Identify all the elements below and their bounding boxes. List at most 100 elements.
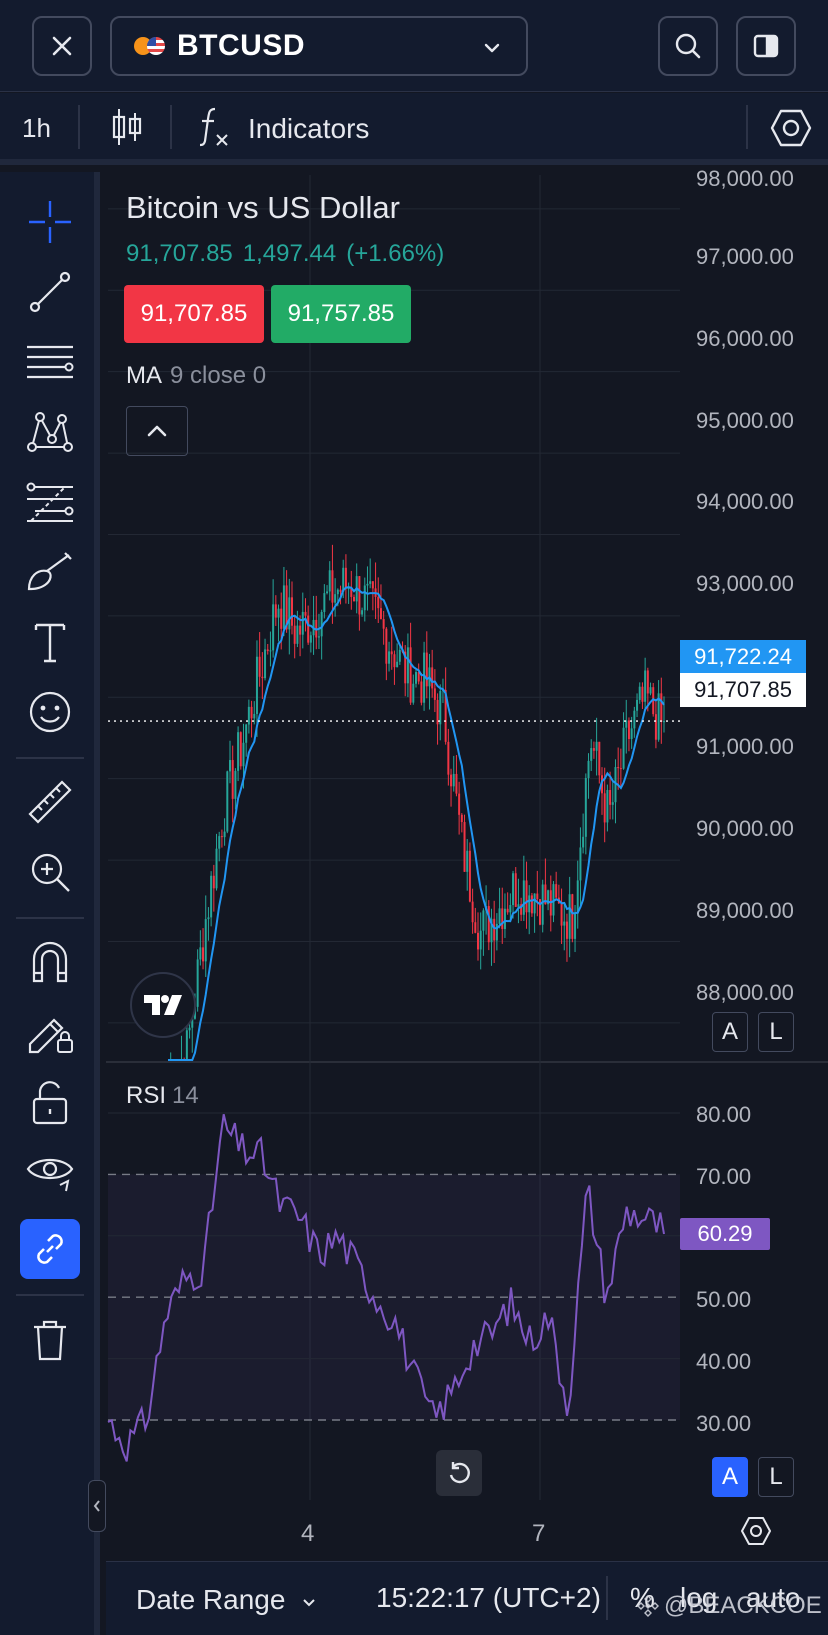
candle-body xyxy=(196,959,199,1007)
pattern-tool[interactable] xyxy=(20,402,80,462)
fib-retracement-tool[interactable] xyxy=(20,472,80,532)
candle-body xyxy=(245,724,248,743)
function-icon xyxy=(199,107,228,147)
price-axis-label: 94,000.00 xyxy=(696,489,794,514)
rsi-axis-label: 50.00 xyxy=(696,1287,752,1312)
candle-body xyxy=(522,880,525,915)
tradingview-logo[interactable] xyxy=(130,972,196,1038)
trend-line-tool[interactable] xyxy=(20,262,80,322)
candle-body xyxy=(436,699,439,725)
date-range-button[interactable]: Date Range xyxy=(136,1584,317,1616)
candle-body xyxy=(388,651,391,664)
candle-body xyxy=(363,585,366,611)
candle-body xyxy=(463,822,466,872)
candle-body xyxy=(377,596,380,609)
visibility-tool[interactable] xyxy=(20,1142,80,1202)
indicators-label[interactable]: Indicators xyxy=(248,113,370,144)
candle-body xyxy=(657,693,660,740)
log-scale-button[interactable]: log xyxy=(680,1582,718,1613)
chart-title: Bitcoin vs US Dollar xyxy=(126,190,400,225)
rsi-auto-scale-button[interactable]: A xyxy=(712,1457,748,1497)
layout-button[interactable] xyxy=(736,16,796,76)
candle-body xyxy=(353,596,355,602)
sync-drawings-tool[interactable] xyxy=(20,1219,80,1279)
current-time[interactable]: 15:22:17 (UTC+2) xyxy=(376,1582,601,1613)
candle-body xyxy=(299,625,302,635)
rsi-log-scale-button[interactable]: L xyxy=(758,1457,794,1497)
candle-body xyxy=(285,585,288,630)
candle-body xyxy=(506,908,509,913)
candle-body xyxy=(342,567,345,592)
candle-body xyxy=(185,1030,188,1060)
measure-tool[interactable] xyxy=(20,772,80,832)
emoji-tool[interactable] xyxy=(20,682,80,742)
change-value: 1,497.44 xyxy=(242,240,337,267)
collapse-toolbar-button[interactable] xyxy=(88,1480,106,1532)
candle-body xyxy=(242,742,245,767)
last-price: 91,707.85 xyxy=(126,240,233,267)
settings-hexagon-icon xyxy=(741,1517,771,1545)
lock-all-tool[interactable] xyxy=(20,1072,80,1132)
brush-tool[interactable] xyxy=(20,542,80,602)
candle-body xyxy=(450,774,453,787)
candle-body xyxy=(630,728,633,740)
candle-body xyxy=(592,748,595,751)
candle-body xyxy=(541,884,544,925)
sell-button[interactable]: 91,707.85 xyxy=(124,285,264,343)
ruler-icon xyxy=(28,780,72,824)
parallel-lines-tool[interactable] xyxy=(20,332,80,392)
watermark: @BEACKCOE xyxy=(636,1592,822,1620)
ma-indicator-legend[interactable]: MA 9 close 0 xyxy=(126,362,266,390)
candle-body xyxy=(490,918,493,943)
candle-body xyxy=(220,836,223,838)
candle-body xyxy=(458,793,461,815)
candle-body xyxy=(304,611,307,616)
time-axis-label: 7 xyxy=(532,1520,546,1547)
candle-body xyxy=(571,894,574,939)
candle-body xyxy=(202,947,205,962)
toolbar-divider xyxy=(170,105,172,149)
candle-body xyxy=(301,611,304,635)
candle-body xyxy=(247,706,250,725)
reset-chart-button[interactable] xyxy=(436,1450,482,1496)
binance-logo-icon xyxy=(637,1595,659,1617)
collapse-legend-button[interactable] xyxy=(126,406,188,456)
candle-body xyxy=(218,836,221,849)
watermark-text: @BEACKCOE xyxy=(664,1592,822,1619)
candle-body xyxy=(460,814,463,823)
rsi-axis-label: 70.00 xyxy=(696,1164,752,1189)
price-auto-scale-button[interactable]: A xyxy=(712,1012,748,1052)
timeframe-button[interactable]: 1h xyxy=(22,113,51,143)
text-tool[interactable] xyxy=(20,612,80,672)
time-axis-settings-button[interactable] xyxy=(740,1516,772,1551)
auto-scale-button[interactable]: auto xyxy=(746,1582,801,1613)
candle-body xyxy=(468,850,471,902)
indicators-button[interactable] xyxy=(198,105,232,154)
candle-body xyxy=(444,689,447,742)
candle-body xyxy=(641,686,644,702)
zoom-tool[interactable] xyxy=(20,842,80,902)
crosshair-tool[interactable] xyxy=(20,192,80,252)
date-range-label: Date Range xyxy=(136,1584,286,1615)
buy-button[interactable]: 91,757.85 xyxy=(271,285,411,343)
price-log-scale-button[interactable]: L xyxy=(758,1012,794,1052)
lock-drawing-tool[interactable] xyxy=(20,1002,80,1062)
candle-body xyxy=(272,604,275,651)
candle-body xyxy=(344,567,347,589)
chart-type-button[interactable] xyxy=(110,107,144,147)
search-button[interactable] xyxy=(658,16,718,76)
candle-body xyxy=(439,691,442,725)
rsi-axis-label: 80.00 xyxy=(696,1102,752,1127)
remove-drawings-tool[interactable] xyxy=(20,1310,80,1370)
settings-button[interactable] xyxy=(770,107,812,154)
horizontal-lines-icon xyxy=(27,345,74,379)
ma-line xyxy=(168,586,665,1061)
symbol-selector[interactable]: BTCUSD xyxy=(110,16,528,76)
rsi-indicator-legend[interactable]: RSI 14 xyxy=(126,1082,199,1110)
top-bar: BTCUSD xyxy=(0,0,828,92)
magnet-tool[interactable] xyxy=(20,932,80,992)
close-button[interactable] xyxy=(32,16,92,76)
time-axis-label: 4 xyxy=(301,1520,315,1547)
candle-body xyxy=(636,699,639,711)
